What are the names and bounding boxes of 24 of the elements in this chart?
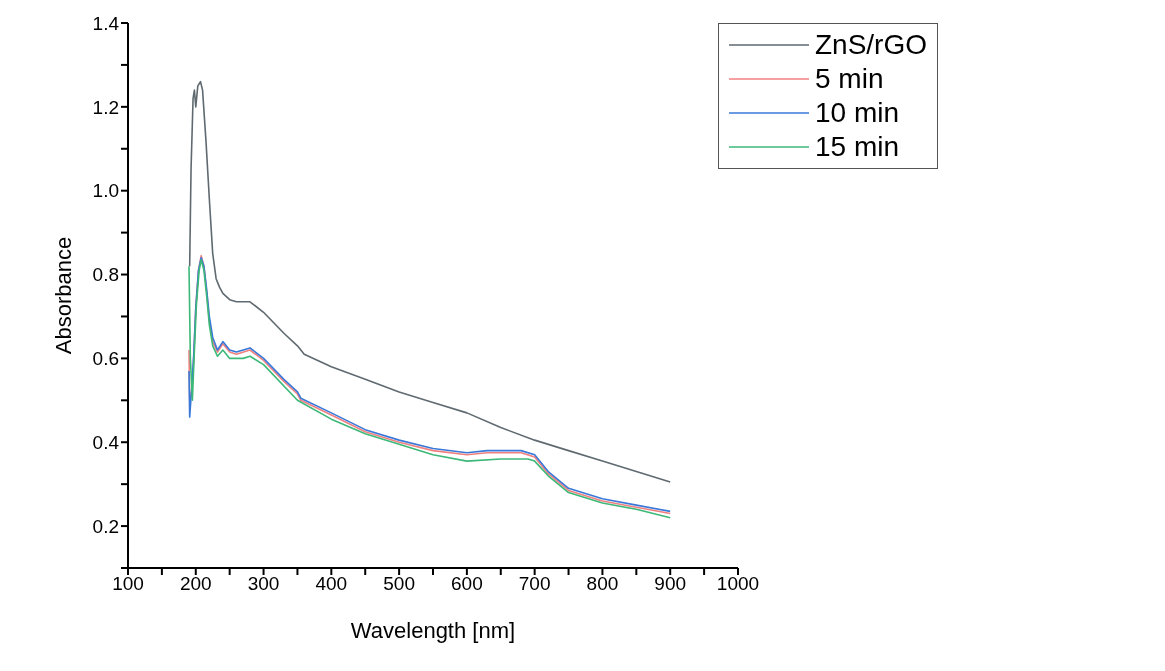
- y-tick-label: 0.8: [92, 264, 119, 286]
- line-series: [188, 80, 672, 483]
- x-tick-label: 900: [654, 573, 687, 595]
- x-axis-title: Wavelength [nm]: [350, 618, 516, 643]
- x-tick-label: 600: [451, 573, 483, 595]
- x-tick-label: 500: [383, 573, 415, 595]
- x-tick-label: 700: [518, 573, 551, 595]
- y-tick-label: 1.0: [92, 180, 119, 202]
- y-tick-label: 0.2: [92, 515, 119, 537]
- legend-label: ZnS/rGO: [814, 29, 927, 61]
- legend-label: 15 min: [814, 131, 900, 163]
- y-tick-label: 1.2: [92, 96, 119, 118]
- x-tick-label: 1000: [716, 573, 760, 595]
- y-tick-label: 1.4: [92, 12, 120, 34]
- y-tick-label: 0.4: [92, 431, 120, 453]
- x-tick-label: 100: [112, 573, 144, 595]
- y-axis-title: Absorbance: [50, 236, 76, 355]
- y-tick-label: 0.6: [92, 348, 119, 370]
- legend-label: 5 min: [814, 63, 884, 95]
- legend-label: 10 min: [814, 97, 900, 129]
- x-tick-label: 400: [315, 573, 348, 595]
- x-tick-label: 800: [586, 573, 619, 595]
- x-tick-label: 200: [179, 573, 212, 595]
- x-tick-label: 300: [247, 573, 280, 595]
